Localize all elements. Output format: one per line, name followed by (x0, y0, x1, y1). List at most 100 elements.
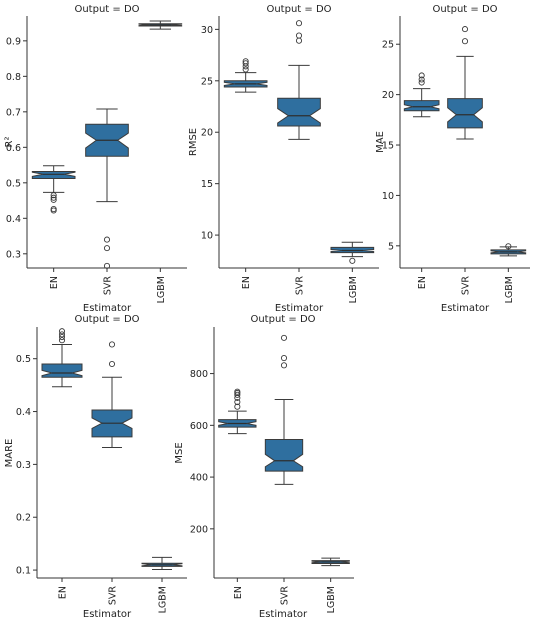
box-lgbm (490, 243, 527, 257)
outlier-point (58, 328, 66, 335)
box-en (223, 58, 268, 93)
box-lgbm (141, 556, 183, 571)
y-tick-label: 0.4 (16, 407, 31, 418)
outlier-point (234, 388, 241, 395)
plot-marks: 0.3 0.4 0.5 0.6 0.7 0.8 0.9 EN SVR LGBM (6, 16, 187, 303)
outlier-point (461, 38, 469, 45)
x-axis-label: Estimator (83, 609, 132, 620)
y-tick-label: 15 (382, 141, 394, 152)
x-tick-label: SVR (280, 586, 291, 606)
box-body (403, 100, 440, 112)
outlier-point (103, 236, 111, 243)
box-svr (277, 20, 321, 140)
box-en (403, 72, 440, 118)
plot-marks: 0.1 0.2 0.3 0.4 0.5 EN SVR LGBM (16, 327, 187, 613)
outlier-point (242, 58, 249, 65)
outlier-point (234, 398, 241, 406)
outlier-point (505, 243, 512, 250)
y-axis-label: RMSE (188, 128, 199, 156)
y-tick-label: 5 (388, 241, 394, 252)
outlier-point (58, 333, 66, 341)
outlier-point (418, 72, 425, 79)
outlier-point (295, 32, 303, 39)
box-svr (91, 341, 133, 448)
outlier-point (103, 245, 111, 252)
y-tick-label: 0.3 (16, 460, 31, 471)
plot-marks: 10 15 20 25 30 EN SVR LGBM (201, 16, 379, 303)
y-tick-label: 20 (201, 128, 213, 139)
plot-marks: 200 400 600 800 EN SVR LGBM (190, 327, 354, 613)
outlier-point (280, 334, 288, 341)
x-tick-label: LGBM (348, 276, 359, 303)
y-tick-label: 800 (190, 369, 208, 380)
x-tick-label: LGBM (326, 586, 337, 613)
y-tick-label: 30 (201, 25, 213, 36)
y-tick-label: 15 (201, 179, 213, 190)
box-svr (264, 334, 304, 485)
y-tick-label: 600 (190, 421, 208, 432)
y-axis-label: MARE (4, 439, 15, 468)
box-svr (85, 108, 129, 269)
box-svr (447, 26, 483, 140)
plot-marks: 5 10 15 20 25 EN SVR LGBM (382, 16, 530, 303)
y-axis-label: R² (4, 137, 15, 148)
x-tick-label: LGBM (504, 276, 515, 303)
x-tick-label: SVR (108, 586, 119, 606)
box-lgbm (330, 241, 375, 264)
panel-mse: Output = DO MSE Estimator 200 400 600 800 EN… (174, 314, 354, 620)
outlier-point (58, 337, 66, 344)
x-tick-label: LGBM (156, 276, 167, 303)
y-tick-label: 25 (201, 76, 213, 87)
box-body (264, 439, 304, 472)
box-en (31, 165, 76, 214)
x-tick-label: LGBM (158, 586, 169, 613)
y-tick-label: 0.2 (16, 513, 31, 524)
x-axis-label: Estimator (441, 303, 490, 314)
x-tick-label: SVR (295, 276, 306, 296)
y-tick-label: 400 (190, 473, 208, 484)
y-tick-label: 0.3 (6, 249, 21, 260)
y-axis-label: MAE (375, 131, 386, 153)
outlier-point (108, 341, 116, 348)
panel-rmse: Output = DO RMSE Estimator 10 15 20 25 30 EN S… (188, 4, 379, 314)
x-axis-label: Estimator (259, 609, 308, 620)
x-tick-label: SVR (103, 276, 114, 296)
x-axis-label: Estimator (83, 303, 132, 314)
outlier-point (295, 37, 303, 44)
outlier-point (50, 196, 57, 203)
outlier-point (461, 26, 469, 33)
y-tick-label: 0.5 (16, 354, 31, 365)
y-tick-label: 20 (382, 90, 394, 101)
panel-mare: Output = DO MARE Estimator 0.10.20.30.40… (4, 314, 187, 620)
outlier-point (58, 331, 66, 338)
y-axis-label: MSE (174, 442, 185, 463)
outlier-point (418, 79, 425, 86)
outlier-point (349, 257, 356, 264)
outlier-point (103, 262, 111, 269)
outlier-point (280, 355, 288, 362)
box-lgbm (138, 20, 183, 30)
box-en (218, 388, 257, 435)
panel-title: Output = DO (266, 4, 331, 15)
y-tick-label: 10 (382, 191, 394, 202)
outlier-point (242, 60, 249, 67)
x-tick-label: EN (233, 586, 244, 599)
box-body (447, 98, 483, 129)
y-tick-label: 0.8 (6, 72, 21, 83)
outlier-point (50, 194, 57, 201)
box-body (41, 363, 83, 378)
outlier-point (108, 360, 116, 368)
outlier-point (295, 20, 303, 27)
y-tick-label: 0.5 (6, 178, 21, 189)
x-tick-label: EN (417, 276, 428, 289)
panel-title: Output = DO (74, 314, 139, 325)
box-body (277, 97, 321, 127)
box-body (31, 170, 76, 180)
panel-title: Output = DO (74, 4, 139, 15)
panel-title: Output = DO (432, 4, 497, 15)
panel-mae: Output = DO MAE Estimator 5 10 15 20 25 EN SVR… (375, 4, 530, 314)
outlier-point (242, 66, 249, 73)
y-tick-label: 10 (201, 231, 213, 242)
outlier-point (50, 207, 57, 214)
